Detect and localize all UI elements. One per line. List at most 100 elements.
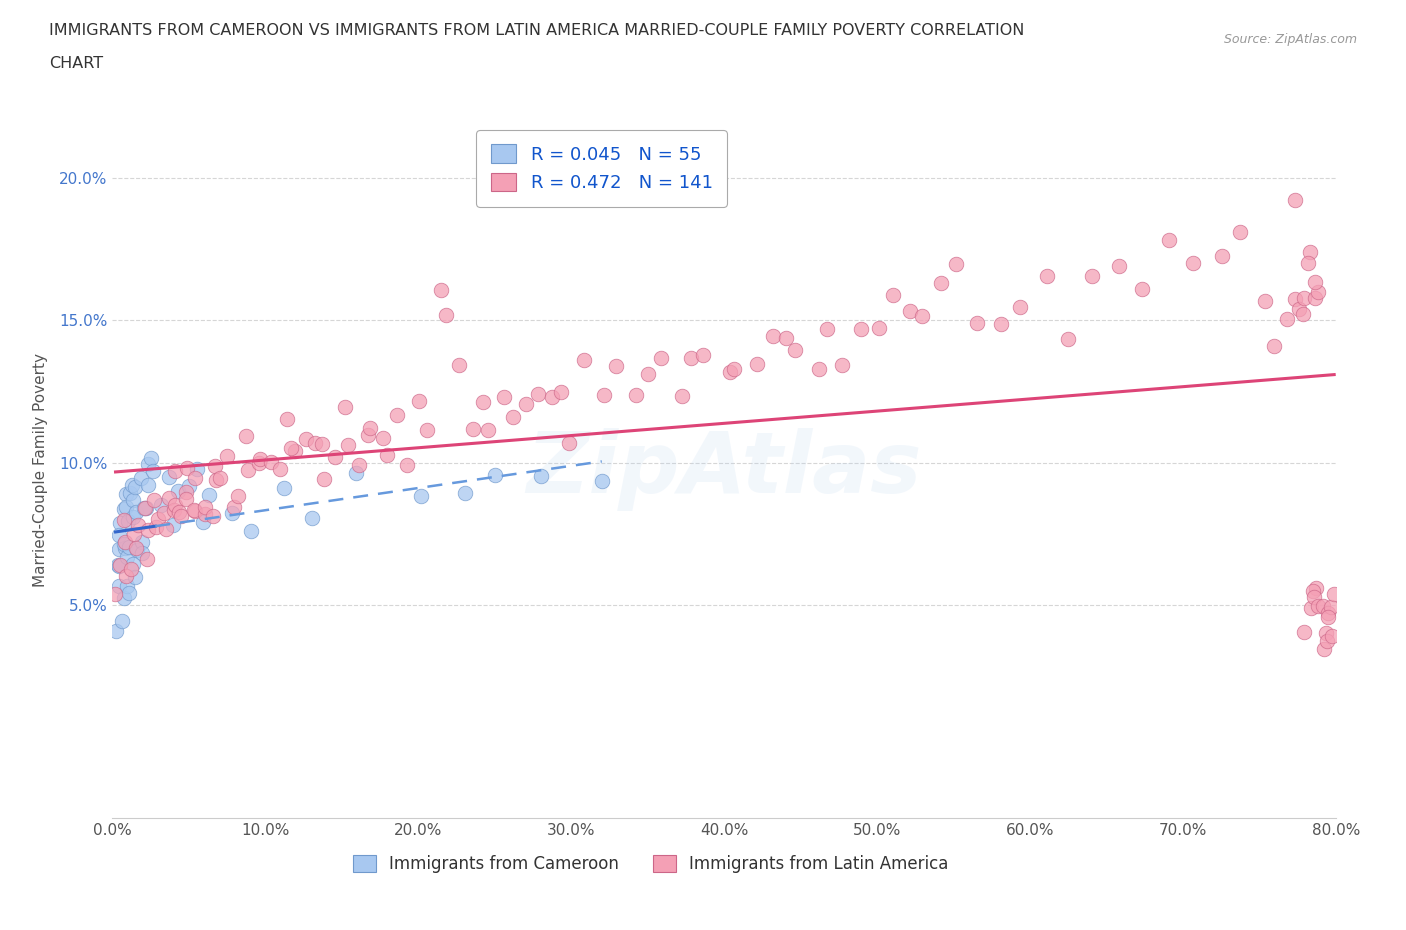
- Point: [198, 487, 221, 502]
- Point: [572, 353, 595, 368]
- Y-axis label: Married-Couple Family Poverty: Married-Couple Family Poverty: [34, 352, 48, 587]
- Point: [1298, 245, 1320, 259]
- Point: [176, 460, 198, 475]
- Point: [129, 471, 152, 485]
- Point: [122, 492, 145, 507]
- Point: [387, 407, 409, 422]
- Point: [430, 283, 453, 298]
- Point: [122, 526, 145, 541]
- Point: [114, 499, 136, 514]
- Point: [344, 465, 367, 480]
- Point: [1312, 642, 1334, 657]
- Point: [527, 386, 550, 401]
- Point: [1288, 301, 1310, 316]
- Point: [463, 421, 485, 436]
- Point: [228, 488, 250, 503]
- Point: [108, 541, 131, 556]
- Point: [1303, 274, 1326, 289]
- Point: [1181, 256, 1204, 271]
- Point: [249, 451, 271, 466]
- Point: [117, 586, 139, 601]
- Point: [124, 540, 146, 555]
- Point: [146, 512, 169, 526]
- Point: [117, 579, 139, 594]
- Point: [347, 458, 370, 472]
- Point: [142, 463, 165, 478]
- Point: [882, 287, 904, 302]
- Point: [114, 540, 136, 555]
- Point: [145, 520, 167, 535]
- Point: [1108, 259, 1130, 273]
- Point: [194, 506, 217, 521]
- Text: ZipAtlas: ZipAtlas: [526, 428, 922, 512]
- Point: [107, 557, 129, 572]
- Point: [395, 458, 418, 472]
- Point: [1211, 248, 1233, 263]
- Point: [121, 477, 143, 492]
- Point: [1035, 269, 1057, 284]
- Point: [273, 480, 295, 495]
- Point: [155, 522, 177, 537]
- Point: [515, 397, 537, 412]
- Point: [143, 492, 166, 507]
- Point: [134, 500, 156, 515]
- Point: [184, 504, 207, 519]
- Point: [260, 455, 283, 470]
- Point: [138, 457, 160, 472]
- Point: [167, 484, 190, 498]
- Point: [1303, 590, 1326, 604]
- Point: [276, 412, 298, 427]
- Point: [1299, 600, 1322, 615]
- Point: [831, 357, 853, 372]
- Point: [280, 441, 302, 456]
- Legend: Immigrants from Cameroon, Immigrants from Latin America: Immigrants from Cameroon, Immigrants fro…: [346, 848, 955, 880]
- Point: [650, 351, 672, 365]
- Point: [1294, 290, 1316, 305]
- Point: [990, 317, 1012, 332]
- Point: [152, 505, 174, 520]
- Point: [1292, 307, 1315, 322]
- Point: [910, 309, 932, 324]
- Point: [530, 469, 553, 484]
- Point: [176, 492, 198, 507]
- Point: [108, 557, 131, 572]
- Point: [167, 505, 190, 520]
- Point: [163, 464, 186, 479]
- Point: [191, 515, 214, 530]
- Point: [239, 523, 262, 538]
- Point: [125, 542, 148, 557]
- Point: [502, 409, 524, 424]
- Point: [357, 428, 380, 443]
- Point: [284, 444, 307, 458]
- Point: [1305, 580, 1327, 595]
- Point: [1284, 291, 1306, 306]
- Point: [104, 587, 127, 602]
- Point: [1308, 599, 1330, 614]
- Point: [807, 362, 830, 377]
- Point: [108, 515, 131, 530]
- Point: [723, 362, 745, 377]
- Point: [204, 458, 226, 473]
- Point: [411, 488, 433, 503]
- Point: [557, 436, 579, 451]
- Point: [1081, 269, 1104, 284]
- Point: [312, 472, 335, 486]
- Point: [849, 321, 872, 336]
- Point: [162, 503, 184, 518]
- Point: [449, 357, 471, 372]
- Point: [453, 485, 475, 500]
- Point: [120, 562, 142, 577]
- Point: [269, 461, 291, 476]
- Point: [1284, 193, 1306, 207]
- Point: [105, 624, 128, 639]
- Point: [815, 322, 838, 337]
- Point: [868, 321, 890, 336]
- Point: [135, 551, 157, 566]
- Point: [416, 422, 439, 437]
- Point: [775, 330, 797, 345]
- Point: [484, 468, 506, 483]
- Point: [1315, 625, 1337, 640]
- Point: [235, 428, 257, 443]
- Point: [186, 462, 208, 477]
- Point: [124, 570, 146, 585]
